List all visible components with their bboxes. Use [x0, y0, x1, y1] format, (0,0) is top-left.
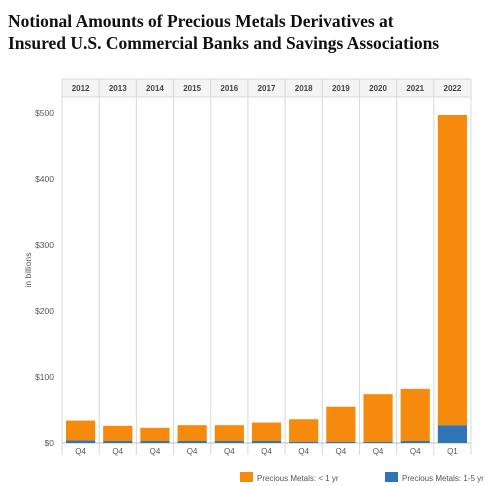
legend-swatch — [385, 472, 398, 482]
legend-swatch — [240, 472, 253, 482]
bar-2012-short-term — [66, 420, 96, 441]
bar-2015-short-term — [177, 425, 207, 442]
year-label-2015: 2015 — [183, 84, 201, 93]
x-tick-label: Q4 — [373, 447, 384, 456]
bar-2020-short-term — [363, 394, 393, 442]
bar-2019-short-term — [326, 406, 356, 442]
legend-label: Precious Metals: < 1 yr — [257, 474, 339, 483]
bar-2021-long-term — [400, 441, 430, 443]
chart-title: Notional Amounts of Precious Metals Deri… — [8, 10, 492, 54]
bar-2021-short-term — [400, 388, 430, 442]
y-tick-label: $300 — [35, 240, 54, 250]
year-header-row — [62, 79, 471, 97]
year-label-2017: 2017 — [258, 84, 276, 93]
y-tick-label: $400 — [35, 174, 54, 184]
bar-2017-long-term — [251, 441, 282, 443]
x-tick-label: Q4 — [187, 447, 198, 456]
bar-2020-long-term — [363, 441, 393, 443]
x-tick-label: Q4 — [224, 447, 235, 456]
bar-2016-short-term — [214, 425, 244, 442]
bar-2014-long-term — [140, 441, 170, 443]
x-tick-label: Q4 — [112, 447, 123, 456]
year-label-2012: 2012 — [72, 84, 90, 93]
y-tick-label: $100 — [35, 372, 54, 382]
x-tick-label: Q4 — [410, 447, 421, 456]
bar-2019-long-term — [326, 441, 356, 443]
bar-2012-long-term — [66, 440, 96, 443]
bar-2013-short-term — [103, 425, 133, 442]
legend-label: Precious Metals: 1-5 yr — [402, 474, 484, 483]
bar-2022-long-term — [437, 425, 467, 443]
chart-title-line-1: Notional Amounts of Precious Metals Deri… — [8, 11, 394, 31]
year-label-2020: 2020 — [369, 84, 387, 93]
year-label-2021: 2021 — [406, 84, 424, 93]
x-tick-label: Q4 — [150, 447, 161, 456]
x-tick-label: Q4 — [298, 447, 309, 456]
chart-title-line-2: Insured U.S. Commercial Banks and Saving… — [8, 33, 440, 53]
y-tick-label: $0 — [45, 438, 55, 448]
year-label-2019: 2019 — [332, 84, 350, 93]
y-tick-label: $200 — [35, 306, 54, 316]
year-label-2016: 2016 — [220, 84, 238, 93]
x-tick-label: Q4 — [75, 447, 86, 456]
y-axis-title: in billions — [23, 253, 33, 288]
x-tick-label: Q4 — [336, 447, 347, 456]
bar-2018-long-term — [289, 441, 319, 443]
bar-2016-long-term — [214, 441, 244, 443]
x-tick-label: Q1 — [447, 447, 458, 456]
year-label-2014: 2014 — [146, 84, 164, 93]
bar-2022-short-term — [437, 114, 467, 426]
year-label-2013: 2013 — [109, 84, 127, 93]
y-tick-label: $500 — [35, 108, 54, 118]
x-tick-label: Q4 — [261, 447, 272, 456]
year-label-2022: 2022 — [444, 84, 462, 93]
bar-2015-long-term — [177, 441, 207, 443]
bar-2014-short-term — [140, 427, 170, 442]
bar-2018-short-term — [289, 419, 319, 442]
year-label-2018: 2018 — [295, 84, 313, 93]
bar-2017-short-term — [251, 422, 282, 442]
bar-2013-long-term — [103, 441, 133, 443]
